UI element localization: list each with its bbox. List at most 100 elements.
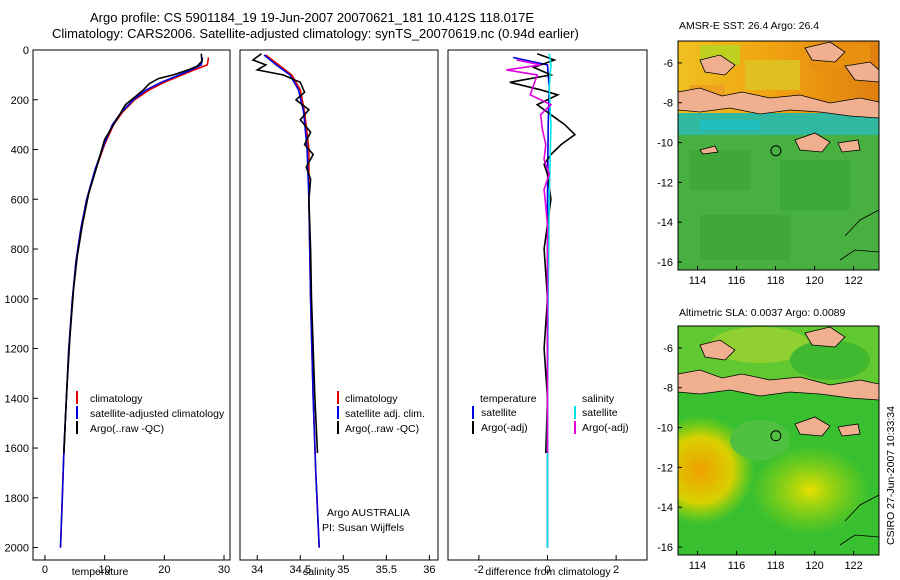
legend-label-climatology: climatology [345, 393, 398, 405]
series-line-argo-adj--salinity [506, 59, 553, 453]
salinity-axis-label: salinity [303, 566, 336, 578]
pi-note: PI: Susan Wijffels [322, 522, 404, 534]
lon-tick-label: 114 [689, 275, 707, 287]
legend-label-argo: Argo(..raw -QC) [345, 423, 419, 435]
timestamp-stamp: CSIRO 27-Jun-2007 10:33:34 [885, 406, 897, 545]
x-tick-label: 34.5 [290, 564, 311, 576]
y-tick-label: 1400 [5, 393, 29, 405]
temperature-axis-ticks: 0 10 20 30 [42, 555, 230, 576]
series-line-argo-adj--temperature [509, 52, 577, 454]
sst-map-frame [677, 40, 880, 271]
series-line-argo-raw-qc- [251, 53, 319, 454]
x-tick-label: 36 [423, 564, 435, 576]
lat-tick-label: -10 [657, 423, 673, 435]
lon-tick-label: 114 [689, 560, 707, 572]
difference-axis-ticks: -2 0 2 [474, 555, 619, 576]
y-tick-label: 400 [11, 145, 29, 157]
lon-tick-label: 122 [844, 560, 862, 572]
sla-map-frame [677, 325, 880, 556]
temperature-panel: 0 200 400 600 800 1000 1200 1400 1600 1800 2000 0 1… [5, 45, 231, 578]
figure-title-line2: Climatology: CARS2006. Satellite-adjuste… [52, 26, 579, 41]
y-tick-label: 1000 [5, 294, 29, 306]
legend-label-satellite: satellite adj. clim. [345, 408, 425, 420]
float-owner-note: Argo AUSTRALIA [327, 507, 410, 519]
difference-panel: -2 0 2 difference from climatology tempera… [447, 49, 648, 578]
y-tick-label: 0 [23, 45, 29, 57]
lon-tick-label: 122 [844, 275, 862, 287]
salinity-panel: 34 34.5 35 35.5 36 salinity climatology sate… [239, 49, 439, 578]
series-line-satellite-adjusted-climatology [59, 57, 204, 548]
y-tick-label: 1600 [5, 443, 29, 455]
lat-tick-label: -14 [657, 502, 673, 514]
lat-tick-label: -8 [663, 98, 673, 110]
x-tick-label: 35 [337, 564, 349, 576]
lon-tick-label: 120 [805, 275, 823, 287]
legend-title-salinity: salinity [582, 393, 615, 405]
lat-tick-label: -16 [657, 542, 673, 554]
sst-map-ticks: 114 116 118 120 122 -6 -8 -10 -12 -14 -16 [657, 58, 863, 287]
lon-tick-label: 120 [805, 560, 823, 572]
y-tick-label: 1800 [5, 493, 29, 505]
legend-label-sal-satellite: satellite [582, 407, 618, 419]
y-tick-label: 600 [11, 194, 29, 206]
series-line-argo-raw-qc- [63, 53, 203, 454]
sst-map-title: AMSR-E SST: 26.4 Argo: 26.4 [679, 20, 819, 32]
lat-tick-label: -6 [663, 343, 673, 355]
legend-label-climatology: climatology [90, 393, 143, 405]
lat-tick-label: -12 [657, 462, 673, 474]
series-line-satellite-adj-clim- [263, 54, 320, 548]
y-tick-label: 1200 [5, 344, 29, 356]
y-tick-label: 800 [11, 244, 29, 256]
temperature-legend: climatology satellite-adjusted climatolo… [76, 391, 225, 435]
figure-title-line1: Argo profile: CS 5901184_19 19-Jun-2007 … [90, 10, 534, 25]
x-tick-label: 30 [218, 564, 230, 576]
x-tick-label: 35.5 [376, 564, 397, 576]
legend-label-argo: Argo(..raw -QC) [90, 423, 164, 435]
temperature-series [59, 53, 210, 548]
sst-map-image [678, 41, 879, 270]
lat-tick-label: -14 [657, 217, 673, 229]
sla-map-ticks: 114 116 118 120 122 -6 -8 -10 -12 -14 -16 [657, 343, 863, 572]
sla-map-panel: Altimetric SLA: 0.0037 Argo: 0.0089 114 1… [657, 307, 880, 572]
difference-series [506, 52, 577, 548]
lat-tick-label: -12 [657, 177, 673, 189]
legend-title-temperature: temperature [480, 393, 537, 405]
salinity-legend: climatology satellite adj. clim. Argo(..… [337, 391, 425, 435]
x-tick-label: 20 [158, 564, 170, 576]
lat-tick-label: -16 [657, 257, 673, 269]
legend-label-sal-argo: Argo(-adj) [582, 422, 629, 434]
lon-tick-label: 116 [728, 275, 746, 287]
x-tick-label: 34 [251, 564, 263, 576]
sst-map-panel: AMSR-E SST: 26.4 Argo: 26.4 114 116 [657, 20, 880, 287]
depth-axis-ticks: 0 200 400 600 800 1000 1200 1400 1600 1800 2000 [5, 45, 38, 555]
lat-tick-label: -6 [663, 58, 673, 70]
series-line-climatology [59, 57, 210, 548]
salinity-series [251, 53, 320, 548]
sst-float-location-marker [770, 145, 782, 157]
y-tick-label: 2000 [5, 543, 29, 555]
temperature-axes-frame [32, 49, 231, 561]
salinity-axes-frame [239, 49, 439, 561]
legend-label-satellite: satellite-adjusted climatology [90, 408, 225, 420]
series-line-satellite-temperature [513, 56, 551, 548]
x-tick-label: 0 [42, 564, 48, 576]
sla-float-location-marker [770, 430, 782, 442]
x-tick-label: -2 [474, 564, 484, 576]
x-tick-label: 2 [613, 564, 619, 576]
lon-tick-label: 118 [767, 560, 785, 572]
lat-tick-label: -8 [663, 383, 673, 395]
x-tick-label: 0 [544, 564, 550, 576]
x-tick-label: 10 [99, 564, 111, 576]
salinity-axis-ticks: 34 34.5 35 35.5 36 [251, 555, 436, 576]
sla-map-title: Altimetric SLA: 0.0037 Argo: 0.0089 [679, 307, 846, 319]
legend-label-temp-argo: Argo(-adj) [481, 422, 528, 434]
temperature-axis-label: temperature [72, 566, 129, 578]
lat-tick-label: -10 [657, 138, 673, 150]
lon-tick-label: 116 [728, 560, 746, 572]
difference-axis-label: difference from climatology [485, 566, 611, 578]
difference-legend: temperature satellite Argo(-adj) salinit… [472, 393, 629, 434]
lon-tick-label: 118 [767, 275, 785, 287]
legend-label-temp-satellite: satellite [481, 407, 517, 419]
y-tick-label: 200 [11, 95, 29, 107]
